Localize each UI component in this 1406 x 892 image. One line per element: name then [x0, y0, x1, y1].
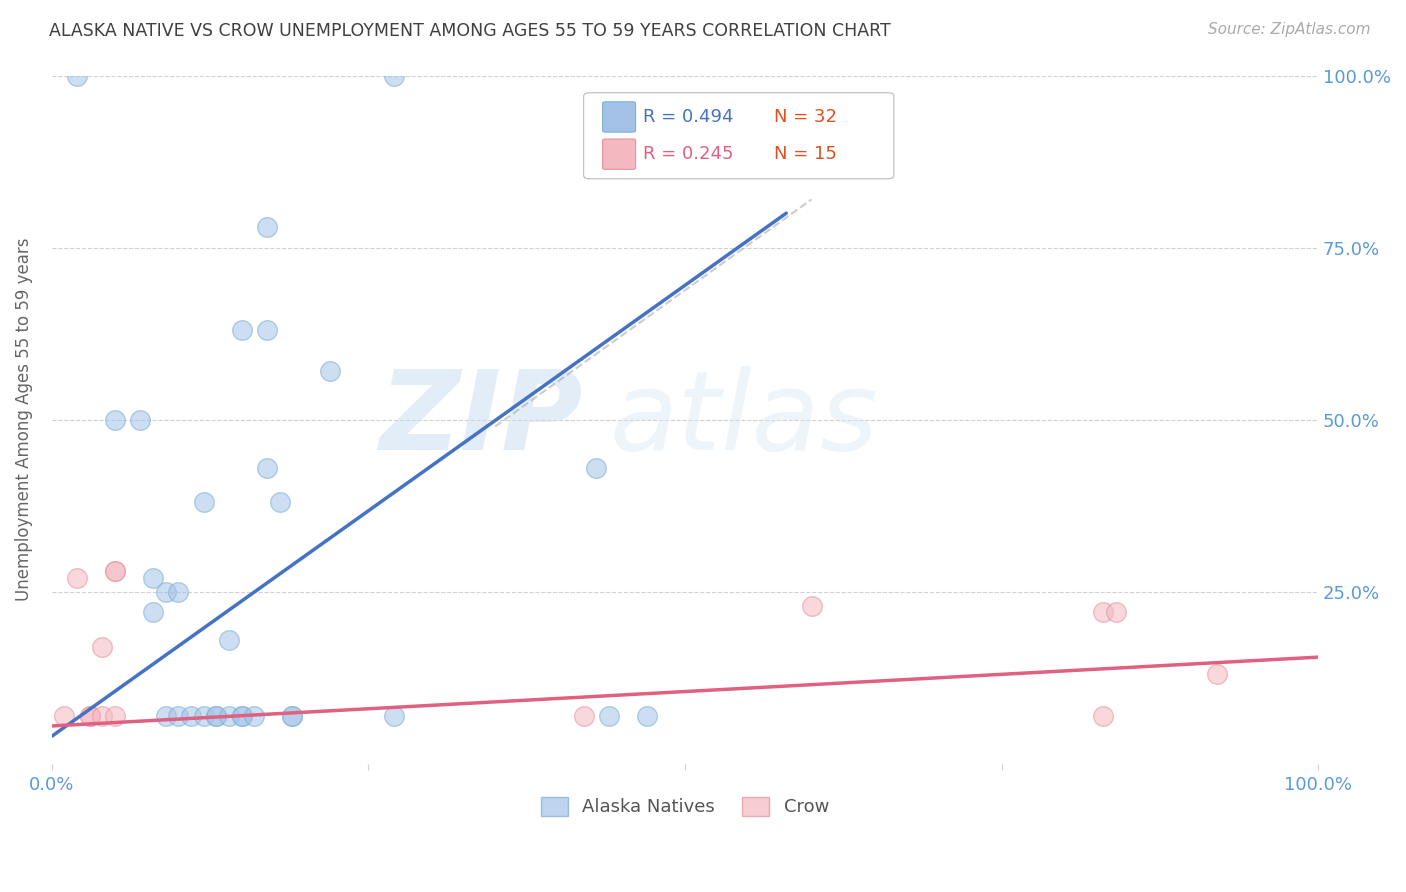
Point — [53, 708, 76, 723]
Text: ZIP: ZIP — [380, 367, 583, 473]
Text: N = 32: N = 32 — [773, 108, 837, 126]
Point — [256, 460, 278, 475]
Point — [66, 571, 89, 585]
Point — [205, 708, 228, 723]
Point — [1205, 667, 1227, 681]
Point — [167, 584, 190, 599]
Point — [79, 708, 101, 723]
Point — [636, 708, 658, 723]
Point — [129, 412, 152, 426]
Point — [382, 69, 405, 83]
FancyBboxPatch shape — [603, 139, 636, 169]
Point — [218, 708, 240, 723]
Point — [167, 708, 190, 723]
Point — [104, 564, 127, 578]
Text: atlas: atlas — [609, 367, 877, 473]
Point — [205, 708, 228, 723]
Legend: Alaska Natives, Crow: Alaska Natives, Crow — [534, 789, 837, 823]
Point — [231, 708, 253, 723]
Point — [256, 219, 278, 234]
Point — [155, 584, 177, 599]
Point — [104, 708, 127, 723]
Point — [193, 708, 215, 723]
Point — [180, 708, 202, 723]
Point — [281, 708, 304, 723]
Point — [598, 708, 620, 723]
Point — [142, 606, 165, 620]
Text: R = 0.245: R = 0.245 — [643, 145, 734, 163]
Point — [155, 708, 177, 723]
Point — [193, 495, 215, 509]
Point — [231, 323, 253, 337]
Text: Source: ZipAtlas.com: Source: ZipAtlas.com — [1208, 22, 1371, 37]
Point — [104, 412, 127, 426]
FancyBboxPatch shape — [583, 93, 894, 178]
Point — [91, 640, 114, 654]
Point — [382, 708, 405, 723]
Point — [79, 708, 101, 723]
Point — [142, 571, 165, 585]
Y-axis label: Unemployment Among Ages 55 to 59 years: Unemployment Among Ages 55 to 59 years — [15, 238, 32, 601]
Point — [1104, 606, 1126, 620]
Point — [572, 708, 595, 723]
Point — [243, 708, 266, 723]
Point — [585, 460, 607, 475]
Point — [91, 708, 114, 723]
Point — [800, 599, 823, 613]
Point — [1091, 606, 1114, 620]
Point — [231, 708, 253, 723]
Point — [269, 495, 291, 509]
Point — [1091, 708, 1114, 723]
FancyBboxPatch shape — [603, 102, 636, 132]
Text: R = 0.494: R = 0.494 — [643, 108, 734, 126]
Point — [281, 708, 304, 723]
Point — [319, 364, 342, 378]
Point — [256, 323, 278, 337]
Point — [104, 564, 127, 578]
Point — [66, 69, 89, 83]
Text: N = 15: N = 15 — [773, 145, 837, 163]
Point — [218, 632, 240, 647]
Text: ALASKA NATIVE VS CROW UNEMPLOYMENT AMONG AGES 55 TO 59 YEARS CORRELATION CHART: ALASKA NATIVE VS CROW UNEMPLOYMENT AMONG… — [49, 22, 891, 40]
